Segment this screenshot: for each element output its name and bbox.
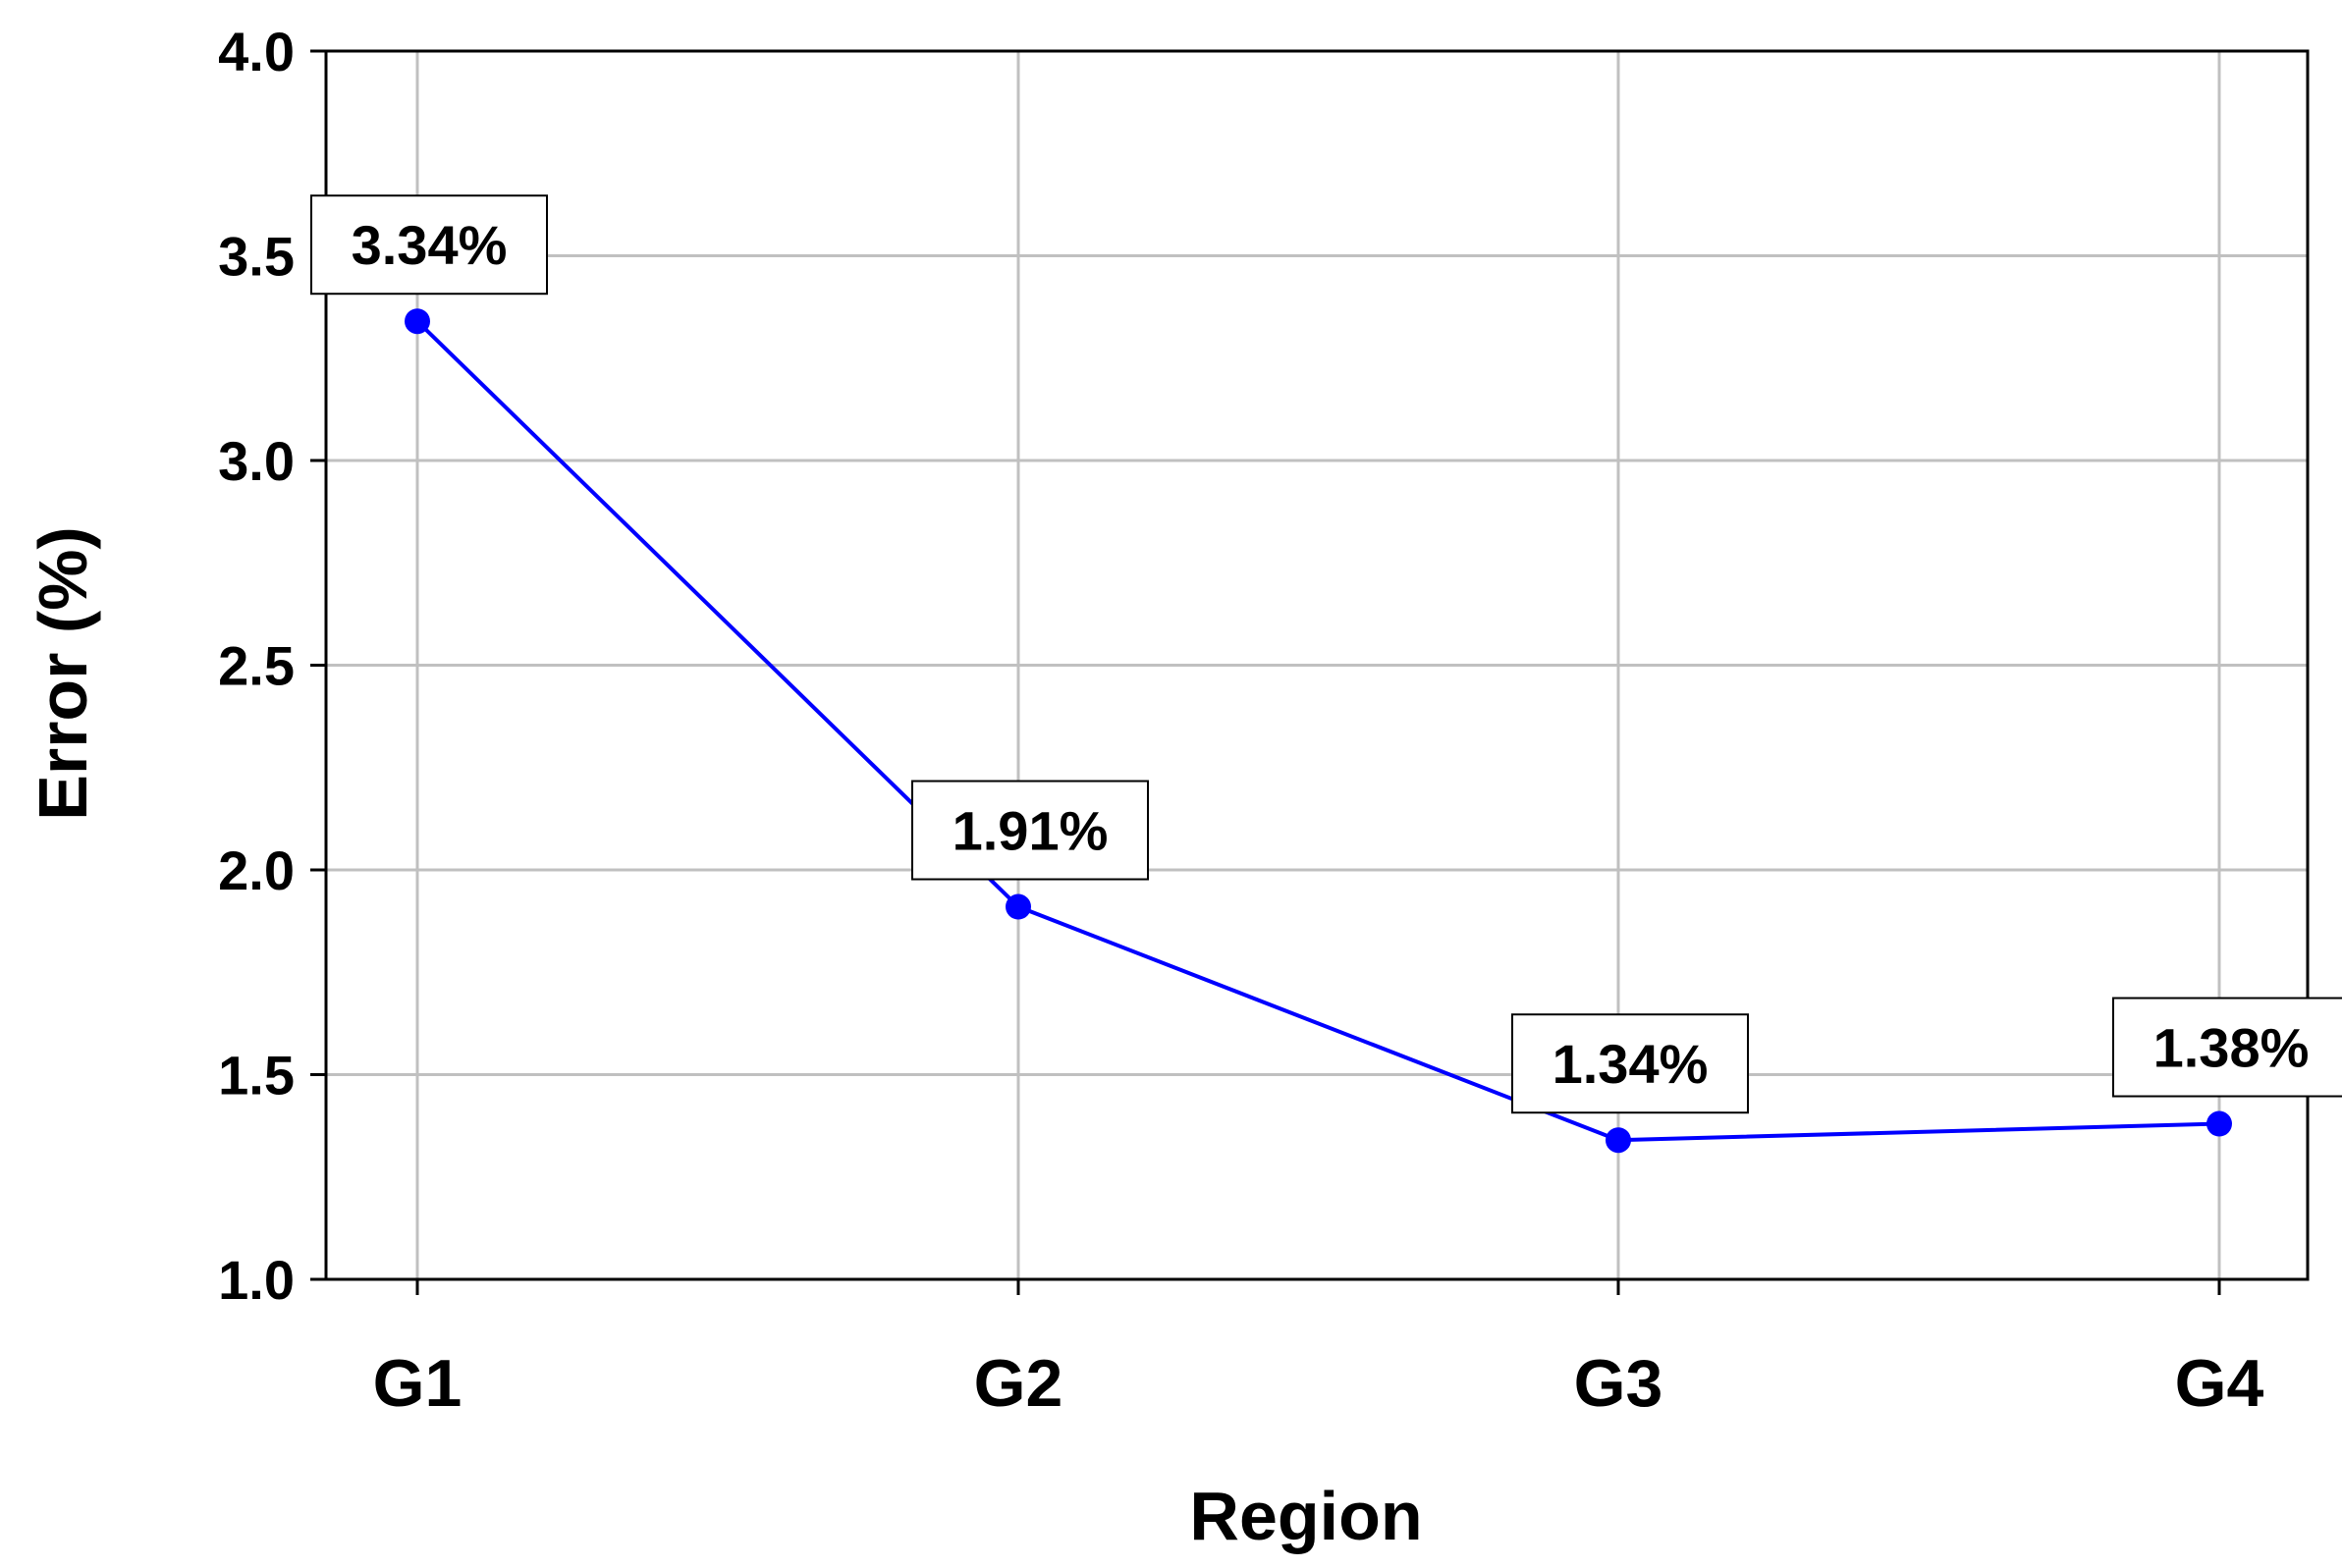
data-label: 1.34% [1511,1013,1749,1114]
data-label-text: 1.91% [953,800,1109,862]
data-label-text: 1.38% [2153,1017,2310,1079]
y-axis-title: Error (%) [25,526,101,820]
x-tick-label: G2 [974,1346,1063,1421]
y-tick-label: 1.5 [218,1045,295,1107]
data-label: 1.38% [2112,997,2342,1098]
series-line [415,319,2220,1143]
data-labels: 3.34% 1.91% 1.34% 1.38% [310,194,2342,1114]
data-label: 3.34% [310,194,548,296]
x-tick-label: G1 [373,1346,463,1421]
y-tick-label: 1.0 [218,1249,295,1311]
plot-frame [324,49,2310,1281]
tick-labels: 1.0 1.5 2.0 2.5 3.0 3.5 4.0 G1 G2 G3 G4 [218,21,2263,1421]
x-tick-label: G3 [1574,1346,1663,1421]
x-tick-label: G4 [2175,1346,2264,1421]
y-tick-label: 3.0 [218,430,295,492]
data-series [405,308,2232,1154]
data-label-text: 3.34% [352,214,508,276]
data-label-box [1511,1013,1749,1114]
data-point-marker [1006,893,1031,920]
data-label-box [2112,997,2342,1098]
data-label-text: 1.34% [1552,1033,1709,1095]
y-tick-label: 2.5 [218,635,295,697]
y-tick-label: 2.0 [218,839,295,901]
y-tick-label: 3.5 [218,226,295,288]
data-point-marker [1606,1127,1631,1154]
data-label: 1.91% [911,780,1149,881]
y-tick-label: 4.0 [218,21,295,82]
data-point-marker [405,308,430,335]
data-point-marker [2206,1110,2232,1137]
x-axis-title: Region [1189,1478,1422,1554]
grid-lines [326,51,2308,1279]
data-label-box [911,780,1149,881]
data-label-box [310,194,548,296]
axes [310,49,2310,1295]
